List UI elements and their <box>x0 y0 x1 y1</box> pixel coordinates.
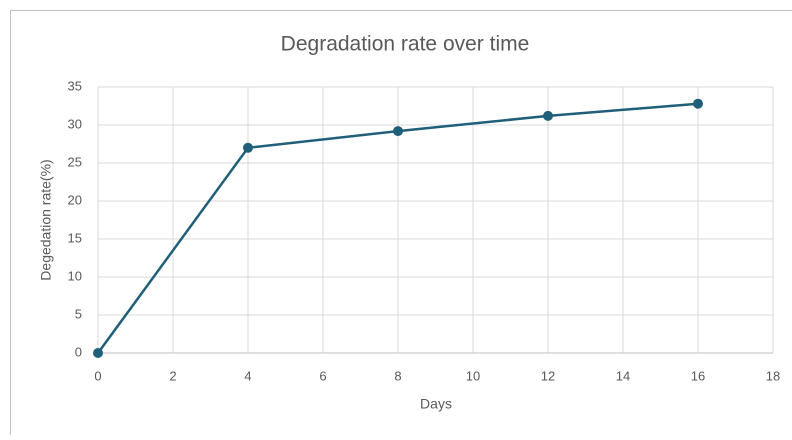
data-point <box>93 348 103 358</box>
data-point <box>543 111 553 121</box>
x-tick-label: 4 <box>244 368 251 383</box>
y-tick-label: 15 <box>68 230 82 245</box>
chart-title: Degradation rate over time <box>281 33 530 56</box>
x-tick-label: 16 <box>691 368 705 383</box>
y-tick-label: 35 <box>68 78 82 93</box>
data-point <box>243 143 253 153</box>
y-tick-label: 5 <box>75 306 82 321</box>
y-tick-label: 30 <box>68 116 82 131</box>
y-tick-label: 10 <box>68 268 82 283</box>
x-tick-label: 14 <box>616 368 630 383</box>
y-tick-label: 20 <box>68 192 82 207</box>
x-tick-label: 6 <box>319 368 326 383</box>
x-tick-label: 18 <box>766 368 780 383</box>
x-tick-label: 12 <box>541 368 555 383</box>
x-tick-label: 8 <box>394 368 401 383</box>
x-axis-label: Days <box>420 396 452 412</box>
x-tick-label: 10 <box>466 368 480 383</box>
x-tick-label: 0 <box>94 368 101 383</box>
data-point <box>693 99 703 109</box>
x-tick-label: 2 <box>169 368 176 383</box>
y-tick-label: 25 <box>68 154 82 169</box>
y-axis-label: Degedation rate(%) <box>38 159 54 280</box>
y-tick-label: 0 <box>75 344 82 359</box>
data-point <box>393 126 403 136</box>
